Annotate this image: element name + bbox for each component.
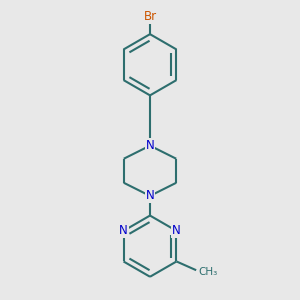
Text: N: N [119,224,128,237]
Text: CH₃: CH₃ [198,267,218,278]
Text: Br: Br [143,10,157,23]
Text: N: N [146,139,154,152]
Text: N: N [172,224,181,237]
Text: N: N [146,189,154,203]
